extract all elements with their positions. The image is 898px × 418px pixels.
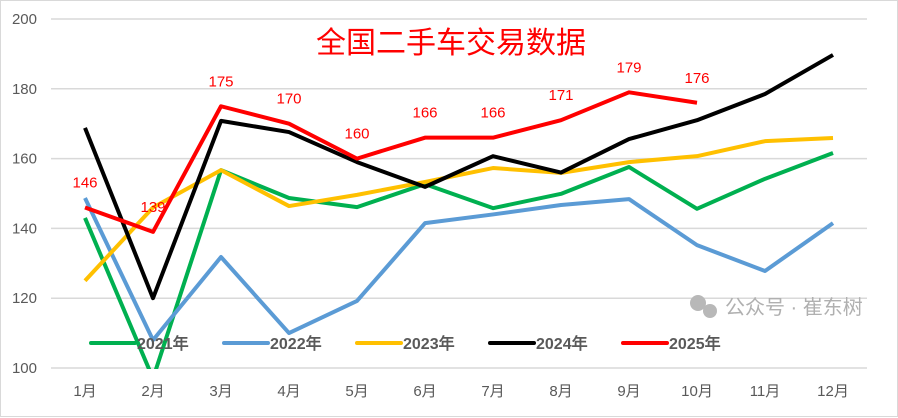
data-label: 179	[616, 59, 641, 76]
data-label: 170	[276, 91, 301, 108]
x-tick-label: 9月	[617, 383, 640, 400]
data-label: 171	[548, 87, 573, 104]
data-label: 175	[208, 73, 233, 90]
x-tick-label: 12月	[817, 383, 849, 400]
x-tick-label: 6月	[413, 383, 436, 400]
x-tick-label: 8月	[549, 383, 572, 400]
watermark-text: 公众号 · 崔东树	[725, 296, 863, 319]
x-tick-label: 3月	[209, 383, 232, 400]
x-tick-label: 2月	[141, 383, 164, 400]
x-tick-label: 7月	[481, 383, 504, 400]
y-tick-label: 100	[12, 360, 37, 377]
data-label: 166	[412, 105, 437, 122]
chart-title: 全国二手车交易数据	[316, 27, 586, 60]
y-tick-label: 140	[12, 220, 37, 237]
data-label: 166	[480, 105, 505, 122]
series-line-2023年	[85, 138, 833, 281]
x-tick-label: 11月	[750, 383, 781, 400]
legend-label: 2024年	[536, 334, 588, 353]
y-tick-label: 200	[12, 11, 37, 28]
legend-label: 2022年	[270, 334, 322, 353]
legend-label: 2021年	[137, 334, 189, 353]
data-label: 160	[344, 126, 369, 143]
data-label: 176	[684, 70, 709, 87]
data-label: 139	[140, 199, 165, 216]
series-line-2025年	[85, 92, 697, 232]
x-tick-label: 4月	[277, 383, 300, 400]
y-tick-label: 160	[12, 151, 37, 168]
y-tick-label: 120	[12, 290, 37, 307]
y-tick-label: 180	[12, 81, 37, 98]
x-tick-label: 10月	[681, 383, 713, 400]
legend-label: 2025年	[669, 334, 721, 353]
x-tick-label: 5月	[345, 383, 368, 400]
data-label: 146	[72, 174, 97, 191]
legend-label: 2023年	[403, 334, 455, 353]
x-tick-label: 1月	[73, 383, 96, 400]
series-line-2022年	[85, 198, 833, 340]
